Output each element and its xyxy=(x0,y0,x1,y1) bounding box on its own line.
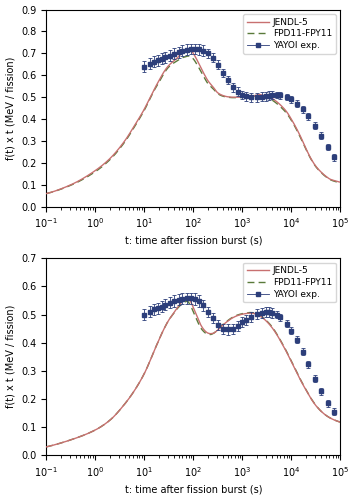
Y-axis label: f(t) x t (MeV / fission): f(t) x t (MeV / fission) xyxy=(6,56,16,160)
Y-axis label: f(t) x t (MeV / fission): f(t) x t (MeV / fission) xyxy=(6,305,16,408)
Legend: JENDL-5, FPD11-FPY11, YAYOI exp.: JENDL-5, FPD11-FPY11, YAYOI exp. xyxy=(243,14,336,54)
X-axis label: t: time after fission burst (s): t: time after fission burst (s) xyxy=(125,236,262,246)
Legend: JENDL-5, FPD11-FPY11, YAYOI exp.: JENDL-5, FPD11-FPY11, YAYOI exp. xyxy=(243,262,336,302)
X-axis label: t: time after fission burst (s): t: time after fission burst (s) xyxy=(125,484,262,494)
